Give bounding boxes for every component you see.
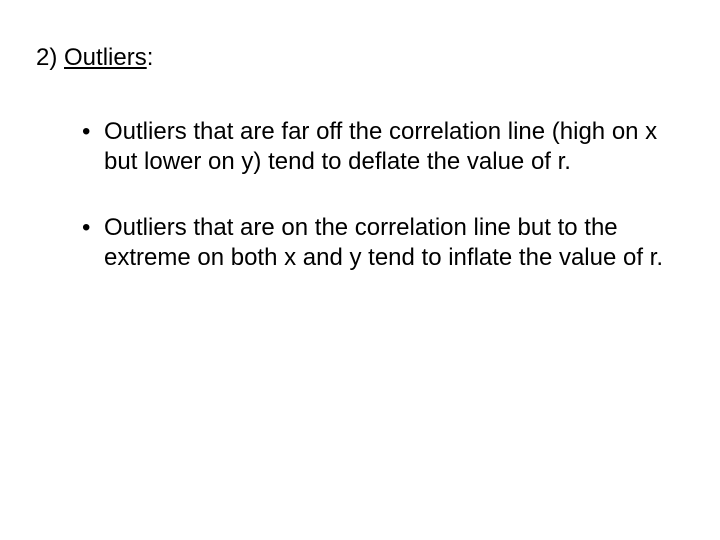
bullet-list: Outliers that are far off the correlatio… [36, 117, 684, 273]
heading-suffix: : [147, 44, 154, 71]
slide-heading: 2) Outliers: [36, 44, 684, 73]
heading-number: 2) [36, 44, 64, 71]
list-item: Outliers that are far off the correlatio… [82, 117, 674, 177]
heading-title: Outliers [64, 44, 147, 71]
slide: 2) Outliers: Outliers that are far off t… [0, 0, 720, 540]
list-item: Outliers that are on the correlation lin… [82, 213, 674, 273]
